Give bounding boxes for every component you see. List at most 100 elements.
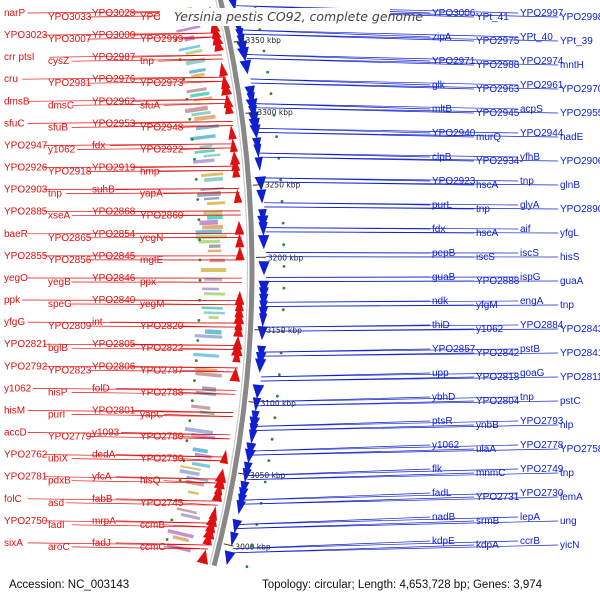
gene-label: yapA (140, 189, 163, 200)
accession-text: Accession: NC_003143 (9, 579, 129, 591)
leader-line (131, 299, 242, 302)
gene-label: YPO2981 (48, 78, 92, 89)
feature-dot (269, 92, 273, 95)
feature-dot (198, 278, 202, 282)
feature-band (191, 432, 216, 440)
gene-label: clpB (432, 152, 452, 163)
leader-line (131, 165, 238, 168)
reverse-gene-arrow (258, 261, 270, 276)
gene-label: yapC (140, 409, 163, 420)
leader-line (232, 540, 519, 550)
gene-label: YPO2762 (4, 450, 48, 461)
forward-gene-arrow (235, 233, 245, 248)
gene-label: thiD (432, 320, 450, 331)
leader-line (243, 492, 519, 501)
feature-band (196, 190, 222, 198)
gene-label: aif (520, 224, 531, 235)
feature-band (199, 144, 213, 149)
leader-line (265, 231, 559, 234)
gene-label: YPO2820 (140, 321, 184, 332)
feature-band (192, 447, 209, 454)
feature-band (176, 507, 197, 515)
leader-line (71, 125, 234, 128)
leader-lines (22, 5, 559, 554)
feature-band (184, 105, 209, 114)
leader-line (241, 29, 519, 38)
leader-line (115, 476, 224, 480)
reverse-gene-arrow (257, 235, 270, 250)
gene-label: fadJ (92, 538, 111, 549)
forward-gene-arrow (221, 74, 231, 90)
gene-label: ccmB (140, 520, 165, 531)
feature-dot (262, 49, 266, 53)
feature-band (178, 44, 201, 52)
scale-tick (238, 472, 249, 476)
leader-line (163, 102, 231, 106)
gene-label: YPO2865 (48, 233, 92, 244)
leader-line (179, 392, 236, 395)
gene-label: YPO2919 (92, 163, 136, 174)
gene-label: YPO2860 (140, 211, 184, 222)
gene-label: YPO2926 (4, 163, 48, 174)
gene-label: ccmC (140, 542, 166, 553)
gene-label: YPO2809 (48, 321, 92, 332)
gene-label: ubiX (48, 454, 68, 465)
leader-line (246, 54, 519, 62)
feature-dot (182, 78, 186, 81)
gene-label: guaB (432, 272, 456, 283)
reverse-gene-arrow (245, 448, 256, 464)
reverse-gene-arrow (255, 358, 267, 373)
gene-label: dedA (92, 450, 116, 461)
reverse-gene-arrow (258, 222, 268, 237)
feature-band (207, 215, 223, 220)
feature-band (198, 239, 221, 244)
gene-label: upp (432, 368, 449, 379)
leader-line (260, 156, 559, 162)
leader-line (131, 32, 218, 36)
feature-dot (188, 419, 192, 423)
reverse-gene-arrow (259, 313, 268, 328)
gene-label: yegN (140, 233, 163, 244)
gene-label: YPO2750 (4, 516, 48, 527)
feature-band (185, 479, 205, 487)
gene-label: ptsR (432, 416, 453, 427)
gene-label: ybhD (432, 392, 455, 403)
gene-arrows (196, 0, 270, 566)
feature-dot (194, 178, 198, 181)
gene-label: pdxB (48, 476, 71, 487)
forward-gene-arrow (230, 138, 238, 153)
feature-band (190, 404, 211, 411)
feature-band (203, 176, 224, 182)
gene-label: YPO2998 (560, 12, 600, 23)
feature-dot (197, 319, 201, 322)
leader-line (252, 444, 519, 452)
reverse-gene-arrow (239, 59, 252, 75)
forward-gene-arrow (211, 487, 222, 503)
feature-dot (165, 538, 169, 541)
leader-line (163, 524, 214, 528)
gene-label: YPO2804 (476, 396, 520, 407)
forward-gene-arrow (214, 468, 227, 484)
gene-label: YPO3028 (92, 8, 136, 19)
reverse-gene-arrow (253, 143, 262, 159)
feature-dot (250, 544, 254, 548)
leader-line (163, 192, 240, 194)
leader-line (179, 502, 219, 506)
leader-line (87, 369, 238, 373)
gene-label: hisS (560, 252, 580, 263)
leader-line (87, 36, 219, 40)
gene-label: hscA (476, 180, 499, 191)
gene-label: YPO2868 (92, 207, 136, 218)
feature-dot (263, 480, 267, 484)
leader-line (265, 280, 559, 282)
scale-tick (233, 39, 244, 43)
gene-label: YPO2974 (520, 56, 564, 67)
feature-band (194, 149, 215, 154)
footer-backdrop (0, 572, 600, 600)
gene-label: hisM (4, 405, 25, 416)
leader-line (179, 436, 230, 440)
gene-label: YPO2842 (476, 348, 520, 359)
feature-dot (190, 137, 194, 141)
gene-label: hisQ (140, 476, 161, 487)
gene-label: bglB (48, 343, 68, 354)
